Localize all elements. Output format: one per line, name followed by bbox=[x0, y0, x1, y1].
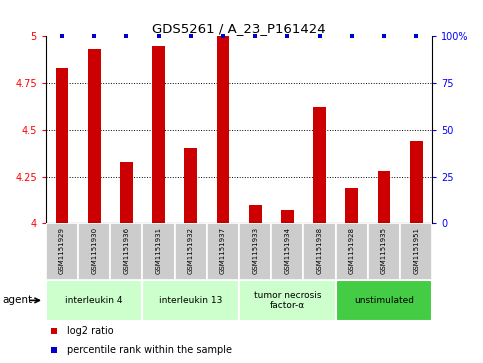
Bar bbox=[303, 223, 336, 280]
Text: unstimulated: unstimulated bbox=[354, 296, 414, 305]
Bar bbox=[400, 223, 432, 280]
Text: GSM1151932: GSM1151932 bbox=[188, 227, 194, 274]
Text: interleukin 13: interleukin 13 bbox=[159, 296, 223, 305]
Bar bbox=[88, 49, 100, 223]
Bar bbox=[110, 223, 142, 280]
Bar bbox=[46, 280, 142, 321]
Title: GDS5261 / A_23_P161424: GDS5261 / A_23_P161424 bbox=[152, 22, 326, 35]
Text: GSM1151935: GSM1151935 bbox=[381, 227, 387, 274]
Bar bbox=[410, 141, 423, 223]
Bar bbox=[46, 223, 78, 280]
Bar bbox=[368, 223, 400, 280]
Bar bbox=[56, 68, 69, 223]
Bar bbox=[216, 36, 229, 223]
Bar bbox=[249, 205, 262, 223]
Text: GSM1151930: GSM1151930 bbox=[91, 227, 97, 274]
Bar bbox=[336, 223, 368, 280]
Text: interleukin 4: interleukin 4 bbox=[65, 296, 123, 305]
Bar bbox=[378, 171, 390, 223]
Bar bbox=[336, 280, 432, 321]
Bar bbox=[142, 223, 175, 280]
Bar bbox=[120, 162, 133, 223]
Bar bbox=[152, 46, 165, 223]
Text: GSM1151951: GSM1151951 bbox=[413, 227, 419, 274]
Bar bbox=[281, 210, 294, 223]
Bar bbox=[239, 223, 271, 280]
Bar bbox=[142, 280, 239, 321]
Text: GSM1151933: GSM1151933 bbox=[252, 227, 258, 274]
Bar bbox=[271, 223, 303, 280]
Bar bbox=[239, 280, 336, 321]
Text: GSM1151929: GSM1151929 bbox=[59, 227, 65, 274]
Text: GSM1151931: GSM1151931 bbox=[156, 227, 162, 274]
Text: GSM1151937: GSM1151937 bbox=[220, 227, 226, 274]
Bar bbox=[175, 223, 207, 280]
Text: GSM1151936: GSM1151936 bbox=[123, 227, 129, 274]
Text: GSM1151928: GSM1151928 bbox=[349, 227, 355, 274]
Text: log2 ratio: log2 ratio bbox=[67, 326, 114, 337]
Text: percentile rank within the sample: percentile rank within the sample bbox=[67, 344, 232, 355]
Text: tumor necrosis
factor-α: tumor necrosis factor-α bbox=[254, 291, 321, 310]
Bar bbox=[345, 188, 358, 223]
Text: agent: agent bbox=[2, 295, 32, 305]
Text: GSM1151938: GSM1151938 bbox=[316, 227, 323, 274]
Bar bbox=[78, 223, 110, 280]
Text: GSM1151934: GSM1151934 bbox=[284, 227, 290, 274]
Bar bbox=[313, 107, 326, 223]
Bar bbox=[185, 148, 197, 223]
Bar bbox=[207, 223, 239, 280]
